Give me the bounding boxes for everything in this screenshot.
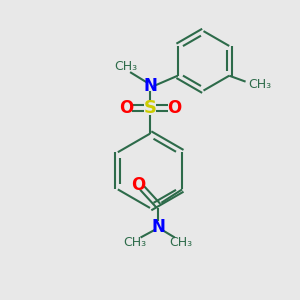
Text: O: O (131, 176, 146, 194)
Text: CH₃: CH₃ (169, 236, 192, 249)
Text: CH₃: CH₃ (249, 78, 272, 91)
Text: N: N (152, 218, 165, 236)
Text: CH₃: CH₃ (115, 60, 138, 73)
Text: N: N (143, 77, 157, 95)
Text: O: O (119, 99, 133, 117)
Text: S: S (143, 99, 157, 117)
Text: CH₃: CH₃ (123, 236, 146, 249)
Text: O: O (167, 99, 181, 117)
